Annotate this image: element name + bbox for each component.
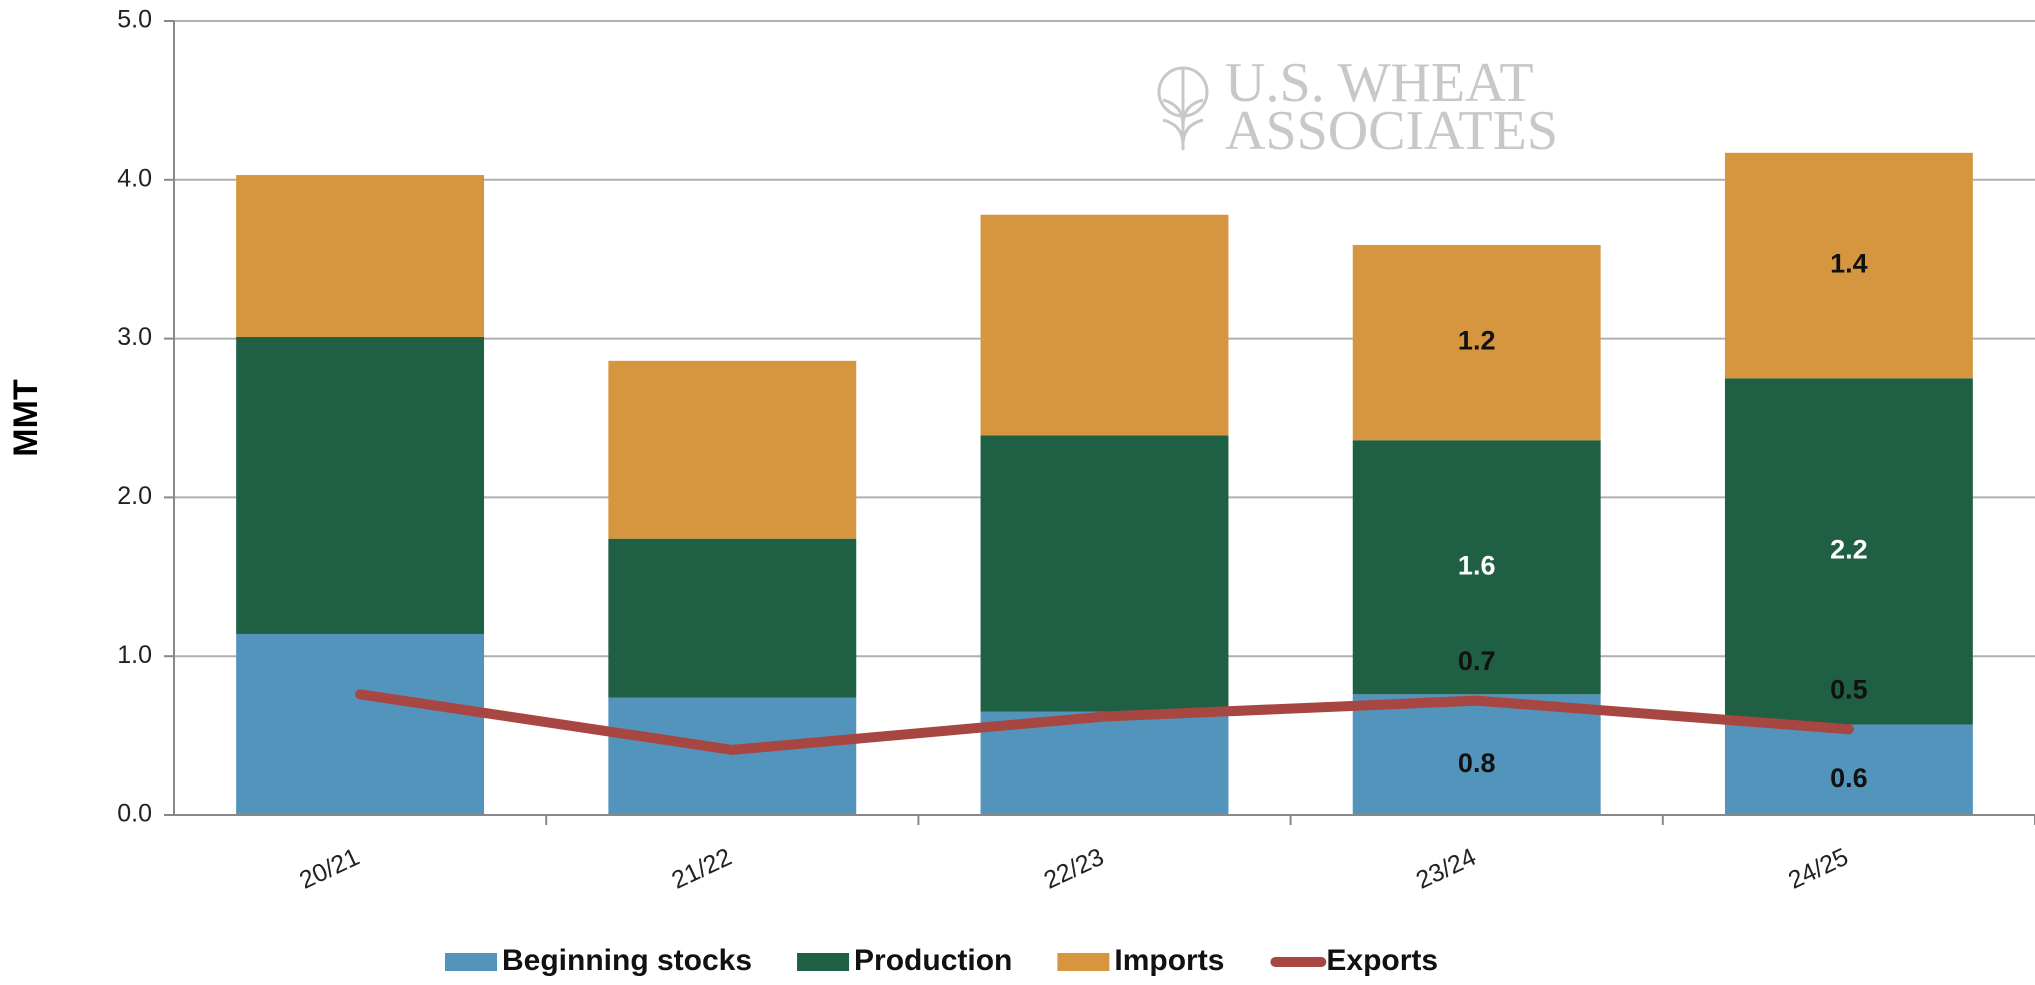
- x-tick-label: 23/24: [1412, 843, 1481, 895]
- value-label: 0.7: [1458, 646, 1496, 676]
- legend-swatch: [1057, 953, 1110, 971]
- bar-segment: [608, 360, 857, 539]
- bar-segment: [1724, 724, 1973, 815]
- bar-segment: [1352, 694, 1601, 815]
- bar-segment: [1724, 378, 1973, 725]
- bar-segment: [236, 175, 485, 338]
- bar-segment: [980, 214, 1229, 436]
- legend-swatch: [797, 953, 850, 971]
- bar-segment: [1352, 244, 1601, 441]
- y-tick-label: 2.0: [117, 482, 152, 510]
- y-tick-label: 1.0: [117, 641, 152, 669]
- value-label: 0.6: [1830, 763, 1868, 793]
- line-series: [355, 689, 1854, 755]
- bar-segment: [236, 337, 485, 634]
- legend-label: Imports: [1114, 944, 1224, 977]
- watermark: ASSOCIATES: [1225, 100, 1558, 162]
- x-tick-label: 24/25: [1784, 843, 1853, 895]
- value-label: 1.4: [1830, 249, 1868, 279]
- bar-segment: [608, 538, 857, 698]
- bar-segment: [1352, 440, 1601, 695]
- value-label: 1.6: [1458, 550, 1496, 580]
- y-tick-label: 4.0: [117, 164, 152, 192]
- watermark: U.S. WHEAT: [1225, 52, 1534, 114]
- legend-label: Production: [854, 944, 1012, 977]
- watermark-logo: [1157, 66, 1209, 150]
- y-tick-label: 3.0: [117, 323, 152, 351]
- bar-segment: [236, 633, 485, 815]
- value-label: 0.8: [1458, 748, 1496, 778]
- y-tick-label: 5.0: [117, 6, 152, 34]
- value-label: 1.2: [1458, 326, 1496, 356]
- bar-segment: [980, 711, 1229, 815]
- x-tick-label: 21/22: [667, 843, 736, 895]
- legend-label: Beginning stocks: [502, 944, 752, 977]
- x-tick-label: 20/21: [295, 843, 364, 895]
- legend-label: Exports: [1326, 944, 1438, 977]
- value-label: 2.2: [1830, 535, 1868, 565]
- x-tick-label: 22/23: [1040, 843, 1109, 895]
- bar-segment: [608, 697, 857, 815]
- y-axis-label: MMT: [7, 379, 45, 457]
- bar-segment: [980, 435, 1229, 712]
- bar-segment: [1724, 152, 1973, 379]
- legend-swatch: [445, 953, 497, 971]
- value-label: 0.5: [1830, 674, 1868, 704]
- y-tick-label: 0.0: [117, 800, 152, 828]
